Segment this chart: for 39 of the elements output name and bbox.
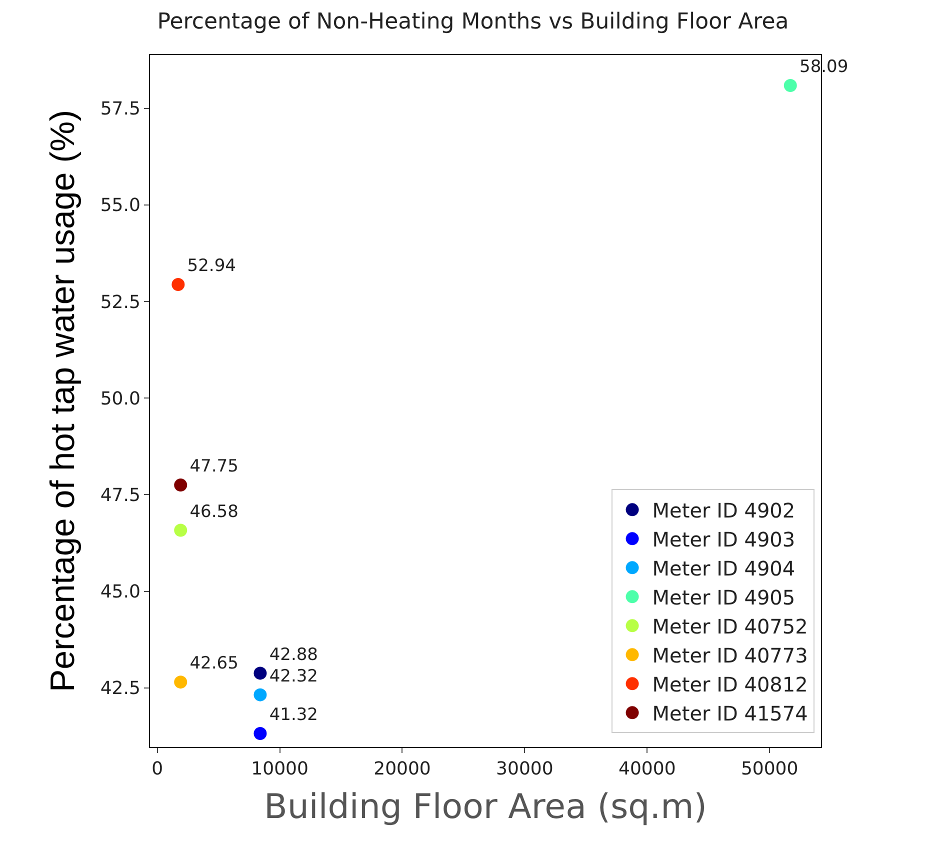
legend-label: Meter ID 4902 (652, 498, 796, 522)
y-tick-label: 52.5 (100, 292, 140, 313)
legend-label: Meter ID 4903 (652, 527, 796, 552)
x-tick-label: 40000 (618, 758, 676, 780)
data-label: 42.32 (269, 666, 318, 686)
data-label: 42.88 (269, 644, 318, 665)
legend-label: Meter ID 40773 (652, 643, 808, 668)
point (174, 524, 188, 537)
y-tick-label: 55.0 (100, 195, 140, 216)
point (174, 676, 188, 689)
x-tick-label: 30000 (496, 758, 554, 780)
point (254, 666, 267, 680)
point (174, 478, 188, 492)
point (172, 278, 185, 292)
x-tick-label: 50000 (740, 758, 798, 780)
data-label: 47.75 (190, 456, 238, 477)
data-label: 41.32 (269, 705, 318, 726)
y-tick-label: 47.5 (100, 485, 140, 506)
legend-label: Meter ID 41574 (652, 701, 808, 726)
y-tick-label: 57.5 (100, 98, 140, 120)
point (254, 726, 267, 740)
y-axis-title: Percentage of hot tap water usage (%) (44, 110, 82, 692)
y-tick-label: 50.0 (100, 388, 140, 410)
data-label: 46.58 (190, 502, 238, 522)
legend-label: Meter ID 40812 (652, 672, 808, 696)
legend-label: Meter ID 40752 (652, 614, 808, 638)
point (784, 79, 797, 92)
point (254, 688, 267, 702)
x-tick-label: 10000 (251, 758, 308, 780)
y-tick-label: 45.0 (100, 582, 140, 603)
x-tick-label: 20000 (374, 758, 431, 780)
chart-title: Percentage of Non-Heating Months vs Building Floor Area (157, 9, 789, 34)
data-label: 52.94 (187, 256, 236, 276)
legend-label: Meter ID 4905 (652, 585, 796, 610)
data-label: 42.65 (190, 654, 238, 674)
x-tick-label: 0 (152, 758, 164, 780)
x-axis-title: Building Floor Area (sq.m) (264, 786, 707, 827)
legend-label: Meter ID 4904 (652, 556, 796, 580)
y-tick-label: 42.5 (100, 678, 140, 700)
